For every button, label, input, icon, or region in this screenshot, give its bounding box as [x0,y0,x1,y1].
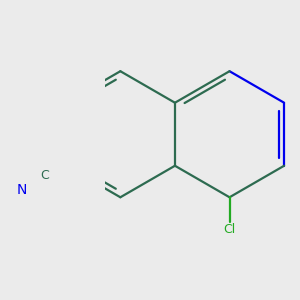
Text: N: N [16,183,27,197]
Text: Cl: Cl [224,223,236,236]
Text: C: C [40,169,49,182]
